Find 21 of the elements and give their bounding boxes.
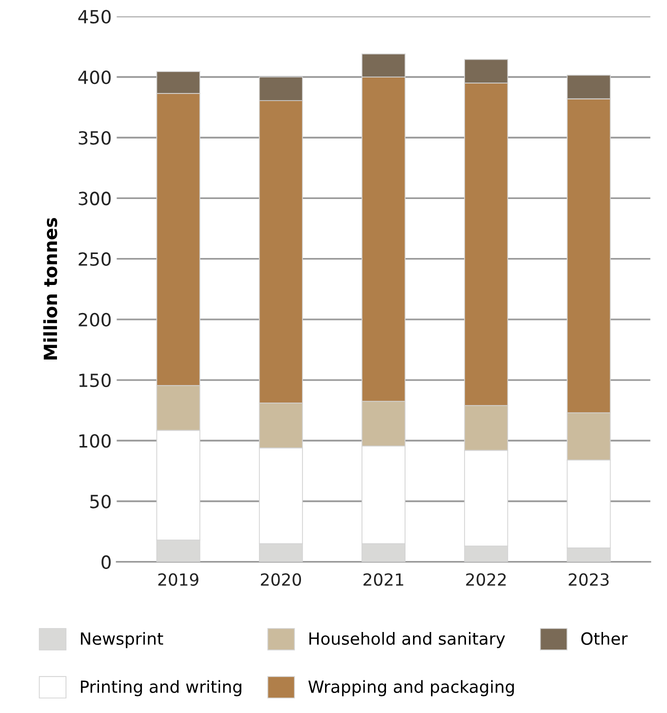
x-tick-label: 2022 (466, 573, 506, 586)
y-tick-label: 150 (79, 373, 111, 388)
legend-label: Printing and writing (80, 680, 242, 696)
legend-label: Other (581, 632, 628, 645)
y-tick-label: 0 (102, 555, 111, 569)
y-tick-label: 250 (78, 252, 111, 266)
y-axis-title: Million tonnes (43, 218, 58, 360)
x-tick-label: 2021 (364, 573, 404, 586)
legend-label: Newsprint (80, 632, 164, 648)
y-tick-label: 100 (79, 434, 111, 448)
y-tick-label: 300 (78, 192, 111, 206)
y-tick-label: 350 (78, 131, 111, 145)
y-tick-label: 450 (78, 10, 111, 24)
x-tick-label: 2019 (158, 573, 198, 586)
y-tick-label: 50 (90, 494, 111, 508)
y-tick-label: 400 (78, 70, 111, 84)
y-tick-label: 200 (78, 312, 111, 327)
legend-label: Wrapping and packaging (308, 680, 514, 696)
x-tick-label: 2023 (568, 573, 609, 586)
x-tick-label: 2020 (260, 573, 302, 586)
legend-label: Household and sanitary (309, 632, 506, 648)
